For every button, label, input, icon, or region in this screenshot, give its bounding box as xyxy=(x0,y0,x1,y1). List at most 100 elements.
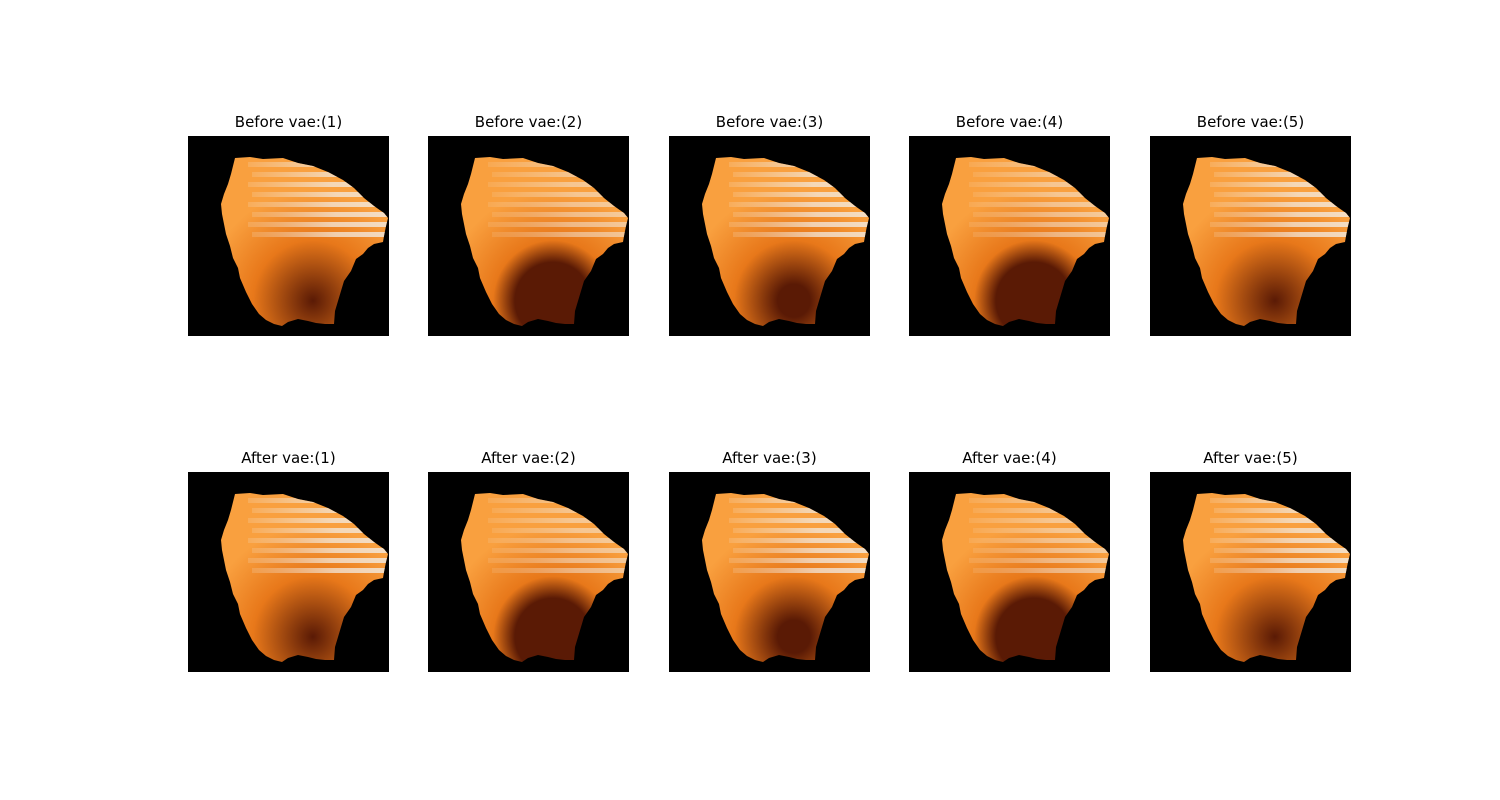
stripe-artifact xyxy=(252,172,388,177)
stripe-artifact xyxy=(969,518,1109,523)
stripe-artifact xyxy=(733,232,869,237)
stripe-artifact xyxy=(1214,212,1350,217)
stripe-artifact xyxy=(729,162,869,167)
panel-title: After vae:(1) xyxy=(241,449,336,467)
tissue-region xyxy=(942,493,1109,662)
stripe-artifact xyxy=(729,182,869,187)
stripe-artifact xyxy=(248,538,388,543)
tissue-region xyxy=(461,157,628,326)
panel-before-4: Before vae:(4) xyxy=(909,113,1110,336)
stripe-artifact xyxy=(252,548,388,553)
stripe-artifact xyxy=(969,162,1109,167)
tissue-region xyxy=(221,157,388,326)
tissue-region xyxy=(942,157,1109,326)
stripe-artifact xyxy=(1214,192,1350,197)
tissue-image xyxy=(1150,136,1351,336)
stripe-artifact xyxy=(973,212,1109,217)
stripe-artifact xyxy=(969,182,1109,187)
stripe-artifact xyxy=(248,498,388,503)
tissue-region xyxy=(702,157,869,326)
panel-before-3: Before vae:(3) xyxy=(669,113,870,336)
stripe-artifact xyxy=(1210,182,1350,187)
tissue-image xyxy=(909,472,1110,672)
panel-title: After vae:(2) xyxy=(481,449,576,467)
tissue-image xyxy=(1150,472,1351,672)
stripe-artifact xyxy=(1214,528,1350,533)
stripe-artifact xyxy=(252,232,388,237)
stripe-artifact xyxy=(492,232,628,237)
stripe-artifact xyxy=(1210,518,1350,523)
tissue-image xyxy=(428,136,629,336)
panel-title: Before vae:(2) xyxy=(474,113,583,131)
stripe-artifact xyxy=(488,538,628,543)
stripe-artifact xyxy=(729,498,869,503)
stripe-artifact xyxy=(733,212,869,217)
stripe-artifact xyxy=(973,192,1109,197)
stripe-artifact xyxy=(488,182,628,187)
stripe-artifact xyxy=(248,182,388,187)
stripe-artifact xyxy=(733,568,869,573)
stripe-artifact xyxy=(969,538,1109,543)
stripe-artifact xyxy=(1214,172,1350,177)
tissue-image xyxy=(188,136,389,336)
panel-before-5: Before vae:(5) xyxy=(1150,113,1351,336)
panel-title: After vae:(5) xyxy=(1203,449,1298,467)
stripe-artifact xyxy=(1210,558,1350,563)
stripe-artifact xyxy=(973,548,1109,553)
stripe-artifact xyxy=(729,538,869,543)
stripe-artifact xyxy=(969,558,1109,563)
stripe-artifact xyxy=(733,172,869,177)
stripe-artifact xyxy=(1210,162,1350,167)
stripe-artifact xyxy=(733,528,869,533)
stripe-artifact xyxy=(252,528,388,533)
panel-after-4: After vae:(4) xyxy=(909,449,1110,672)
panel-after-1: After vae:(1) xyxy=(188,449,389,672)
stripe-artifact xyxy=(969,222,1109,227)
stripe-artifact xyxy=(969,498,1109,503)
panel-after-3: After vae:(3) xyxy=(669,449,870,672)
stripe-artifact xyxy=(252,568,388,573)
panel-after-5: After vae:(5) xyxy=(1150,449,1351,672)
stripe-artifact xyxy=(252,508,388,513)
stripe-artifact xyxy=(1210,538,1350,543)
stripe-artifact xyxy=(248,202,388,207)
stripe-artifact xyxy=(969,202,1109,207)
stripe-artifact xyxy=(488,162,628,167)
stripe-artifact xyxy=(252,192,388,197)
tissue-region xyxy=(1183,157,1350,326)
stripe-artifact xyxy=(973,568,1109,573)
panel-after-2: After vae:(2) xyxy=(428,449,629,672)
stripe-artifact xyxy=(729,558,869,563)
stripe-artifact xyxy=(248,162,388,167)
tissue-image xyxy=(188,472,389,672)
panel-title: Before vae:(3) xyxy=(715,113,824,131)
stripe-artifact xyxy=(248,518,388,523)
stripe-artifact xyxy=(492,508,628,513)
stripe-artifact xyxy=(733,192,869,197)
tissue-image xyxy=(428,472,629,672)
stripe-artifact xyxy=(1214,568,1350,573)
stripe-artifact xyxy=(488,558,628,563)
stripe-artifact xyxy=(973,508,1109,513)
panel-before-1: Before vae:(1) xyxy=(188,113,389,336)
stripe-artifact xyxy=(733,548,869,553)
stripe-artifact xyxy=(492,212,628,217)
stripe-artifact xyxy=(492,528,628,533)
stripe-artifact xyxy=(488,222,628,227)
stripe-artifact xyxy=(1214,548,1350,553)
stripe-artifact xyxy=(729,222,869,227)
stripe-artifact xyxy=(1210,202,1350,207)
stripe-artifact xyxy=(248,222,388,227)
stripe-artifact xyxy=(1214,232,1350,237)
stripe-artifact xyxy=(1210,498,1350,503)
panel-title: Before vae:(4) xyxy=(955,113,1064,131)
stripe-artifact xyxy=(252,212,388,217)
stripe-artifact xyxy=(488,518,628,523)
stripe-artifact xyxy=(729,518,869,523)
tissue-region xyxy=(1183,493,1350,662)
stripe-artifact xyxy=(733,508,869,513)
stripe-artifact xyxy=(492,568,628,573)
stripe-artifact xyxy=(488,202,628,207)
stripe-artifact xyxy=(492,192,628,197)
tissue-image xyxy=(669,472,870,672)
